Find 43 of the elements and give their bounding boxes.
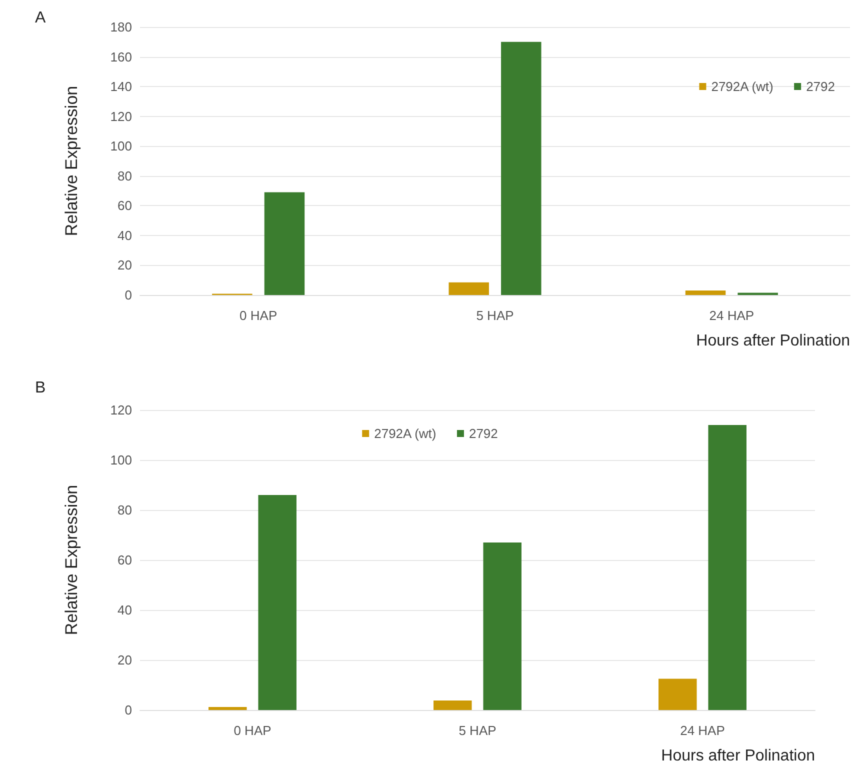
x-tick-label: 0 HAP <box>240 308 278 323</box>
bar <box>264 192 305 295</box>
y-tick-label: 0 <box>124 702 132 718</box>
y-tick-label: 0 <box>124 288 132 302</box>
y-tick-label: 20 <box>118 258 132 273</box>
bar <box>448 282 489 295</box>
y-tick-label: 100 <box>110 452 132 468</box>
y-axis-title: Relative Expression <box>62 484 81 636</box>
y-tick-label: 80 <box>118 168 132 184</box>
bar <box>501 42 542 295</box>
x-tick-label: 24 HAP <box>709 308 754 323</box>
bar <box>434 700 472 710</box>
legend-label: 2792A (wt) <box>374 426 436 441</box>
x-tick-label: 24 HAP <box>680 723 725 738</box>
x-tick-label: 5 HAP <box>476 308 514 323</box>
y-tick-label: 120 <box>110 108 132 124</box>
x-tick-label: 0 HAP <box>234 723 272 738</box>
y-tick-label: 60 <box>118 552 132 568</box>
y-tick-label: 180 <box>110 20 132 34</box>
bar <box>483 542 522 710</box>
y-tick-label: 120 <box>110 402 132 418</box>
bar <box>658 678 697 710</box>
y-axis-title: Relative Expression <box>62 86 81 236</box>
legend-label: 2792 <box>468 426 498 441</box>
y-tick-label: 100 <box>110 138 132 154</box>
x-axis-title: Hours after Polination <box>696 332 850 350</box>
y-tick-label: 140 <box>110 79 132 94</box>
y-tick-label: 160 <box>110 49 132 64</box>
legend-label: 2792A (wt) <box>711 79 774 94</box>
bar <box>685 290 726 295</box>
y-tick-label: 40 <box>118 602 132 618</box>
y-tick-label: 40 <box>118 228 132 243</box>
chart-title: A <box>35 10 46 26</box>
y-tick-label: 80 <box>118 502 132 518</box>
x-tick-label: 5 HAP <box>458 723 496 738</box>
bar <box>208 707 247 710</box>
legend-label: 2792 <box>806 79 835 94</box>
x-axis-title: Hours after Polination <box>661 748 815 764</box>
y-tick-label: 20 <box>118 652 132 668</box>
bar <box>708 425 746 710</box>
y-tick-label: 60 <box>118 198 132 214</box>
chart-title: B <box>35 380 46 396</box>
bar <box>258 495 296 710</box>
